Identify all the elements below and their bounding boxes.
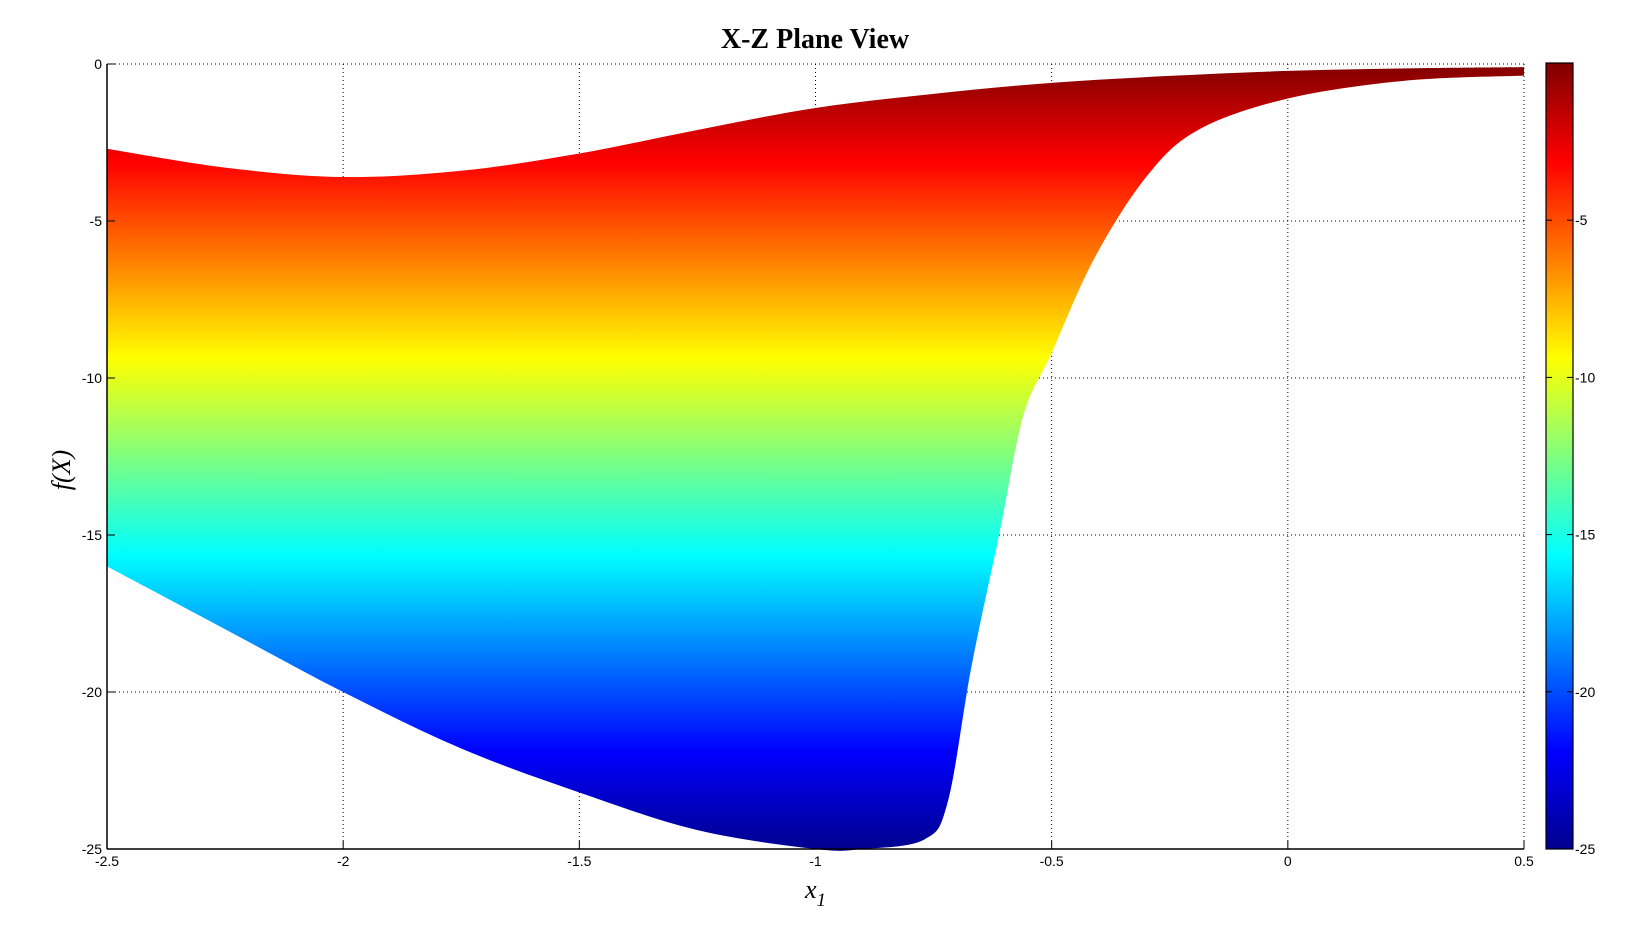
colorbar-tick-label: -5 xyxy=(1575,212,1588,228)
x-tick-label: 0 xyxy=(1284,853,1292,869)
colorbar-tick-label: -15 xyxy=(1575,527,1595,543)
y-tick-label: -25 xyxy=(82,841,102,857)
ticks: -2.5 -2 -1.5 -1 -0.5 0 0.5 0 -5 -10 -15 -20 -25 xyxy=(82,56,1534,869)
colorbar-tick-label: -20 xyxy=(1575,684,1595,700)
y-tick-label: 0 xyxy=(94,56,102,72)
x-tick-label: -1 xyxy=(809,853,822,869)
x-tick-label: 0.5 xyxy=(1514,853,1534,869)
x-axis-label-main: x xyxy=(804,875,817,904)
y-tick-label: -5 xyxy=(90,213,103,229)
colorbar-ticks: -5 -10 -15 -20 -25 xyxy=(1546,212,1595,857)
y-tick-label: -10 xyxy=(82,370,102,386)
x-tick-label: -0.5 xyxy=(1040,853,1064,869)
colorbar-tick-label: -25 xyxy=(1575,841,1595,857)
chart-title: X-Z Plane View xyxy=(721,24,910,55)
colorbar xyxy=(1545,62,1574,850)
y-axis-label: f(X) xyxy=(47,450,76,490)
x-axis-label: x1 xyxy=(804,875,826,911)
y-tick-label: -20 xyxy=(82,684,102,700)
surface-area xyxy=(107,67,1524,851)
x-tick-label: -2 xyxy=(337,853,350,869)
colorbar-tick-label: -10 xyxy=(1575,369,1595,385)
x-tick-label: -1.5 xyxy=(567,853,591,869)
x-tick-label: -2.5 xyxy=(95,853,119,869)
y-tick-label: -15 xyxy=(82,527,102,543)
x-axis-label-subscript: 1 xyxy=(817,890,827,911)
